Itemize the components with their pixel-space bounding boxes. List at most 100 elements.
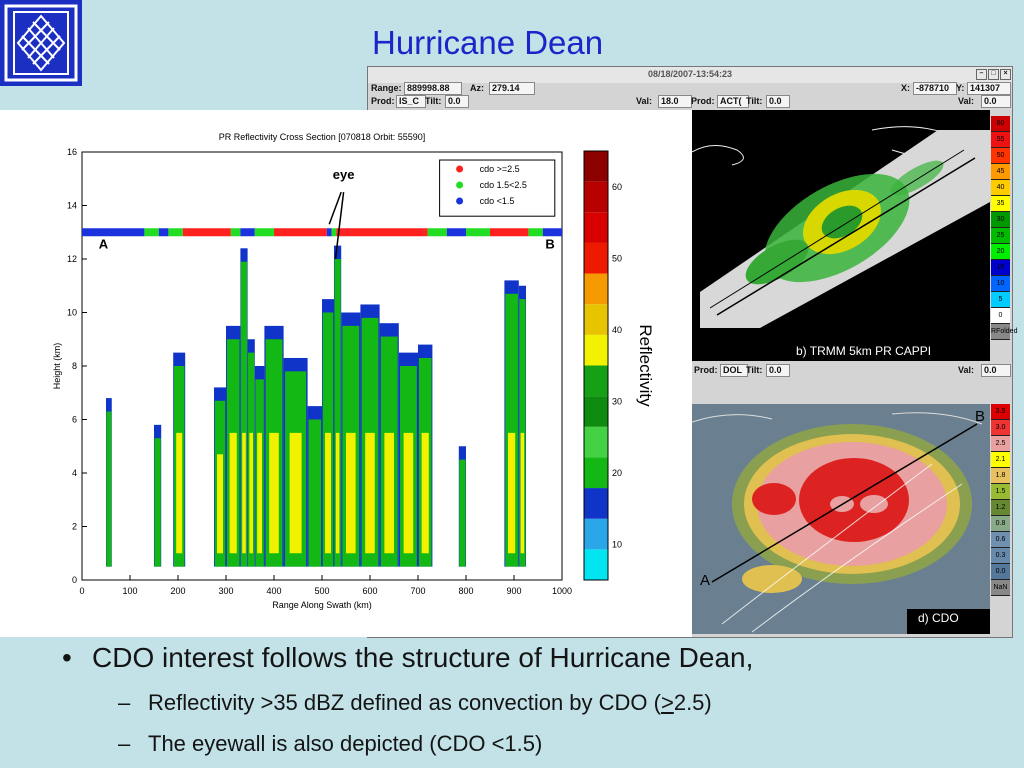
cdo-panel[interactable]: A B d) CDO [692, 404, 990, 634]
sub-bullet-marker: – [118, 731, 131, 756]
range-label: Range: [371, 83, 402, 93]
bullet-sub-2-text: The eyewall is also depicted (CDO <1.5) [148, 731, 543, 756]
colorbar-segment-9 [584, 273, 608, 305]
y-label: Y: [956, 83, 965, 93]
x-tick-label-7: 700 [410, 586, 425, 596]
echo-core-19 [508, 432, 516, 554]
x-tick-label-6: 600 [362, 586, 377, 596]
prod3-field[interactable]: DOL [720, 364, 748, 377]
colorbar-segment-1 [584, 518, 608, 550]
cdo-strip-segment-17 [542, 228, 562, 237]
x-tick-label-3: 300 [218, 586, 233, 596]
tilt2-label: Tilt: [746, 96, 763, 106]
line-end-a-label: A [700, 572, 711, 589]
x-field[interactable]: -878710 [913, 82, 957, 95]
cdo-scale-swatch-2: 2.5 [991, 436, 1010, 452]
val2-label: Val: [958, 96, 975, 106]
cappi-scale-swatch-13: RFolded [991, 324, 1017, 340]
ge-symbol: > [660, 690, 674, 715]
window-titlebar[interactable]: 08/18/2007-13:54:23 – □ × [368, 67, 1012, 83]
prod2-field[interactable]: ACT( [717, 95, 749, 108]
cappi-scale-swatch-12: 0 [991, 308, 1010, 324]
range-field[interactable]: 889998.88 [404, 82, 462, 95]
cdo-strip-segment-4 [182, 228, 231, 237]
cdo-strip-segment-1 [144, 228, 159, 237]
cdo-scale-swatch-10: 0.0 [991, 564, 1010, 580]
prod-field[interactable]: IS_C [396, 95, 426, 108]
cappi-scale-swatch-4: 40 [991, 180, 1010, 196]
x-tick-label-4: 400 [266, 586, 281, 596]
coordinate-row: Range: 889998.88 Az: 279.14 X: -878710 Y… [368, 81, 1012, 97]
window-title: 08/18/2007-13:54:23 [648, 69, 733, 79]
val2-field[interactable]: 0.0 [981, 95, 1011, 108]
cdo-scale-swatch-3: 2.1 [991, 452, 1010, 468]
tilt3-field[interactable]: 0.0 [766, 364, 790, 377]
x-tick-label-9: 900 [506, 586, 521, 596]
y-tick-label-8: 16 [67, 147, 77, 157]
cdo-strip-segment-14 [466, 228, 490, 237]
institution-logo-icon [0, 0, 82, 86]
product-row: Prod: IS_C Tilt: 0.0 Val: 18.0 Prod: ACT… [368, 94, 1012, 110]
y-tick-label-6: 12 [67, 254, 77, 264]
echo-core-9 [289, 432, 302, 554]
legend-marker-0 [456, 165, 464, 173]
cross-section-chart: 0 100 200 300 400 500 600 700 800 900 1000 0 2 4 6 8 10 1… [0, 110, 692, 637]
val3-field[interactable]: 0.0 [981, 364, 1011, 377]
legend-label-0: cdo >=2.5 [480, 164, 520, 174]
bullet-main: • CDO interest follows the structure of H… [62, 642, 753, 674]
bullet-sub-1-text-b: 2.5) [673, 690, 712, 715]
product-row-lower: Prod: DOL Tilt: 0.0 Val: 0.0 [368, 363, 1012, 379]
prod-label: Prod: [371, 96, 395, 106]
val-field[interactable]: 18.0 [658, 95, 692, 108]
cappi-scale-swatch-10: 10 [991, 276, 1010, 292]
y-tick-label-2: 4 [72, 468, 77, 478]
cdo-scale-swatch-7: 0.8 [991, 516, 1010, 532]
cdo-strip-segment-16 [528, 228, 543, 237]
eye-label: eye [333, 167, 355, 182]
x-tick-label-10: 1000 [552, 586, 572, 596]
az-field[interactable]: 279.14 [489, 82, 535, 95]
cappi-scale-swatch-7: 25 [991, 228, 1010, 244]
tilt2-field[interactable]: 0.0 [766, 95, 790, 108]
echo-column-12 [334, 259, 341, 567]
y-field[interactable]: 141307 [967, 82, 1011, 95]
echo-core-5 [242, 432, 246, 554]
colorbar-segment-2 [584, 488, 608, 519]
y-tick-label-3: 6 [72, 415, 77, 425]
x-tick-label-8: 800 [458, 586, 473, 596]
minimize-button[interactable]: – [976, 69, 987, 80]
point-b-label: B [545, 236, 554, 251]
cappi-scale-swatch-0: 60 [991, 116, 1010, 132]
cappi-scale-swatch-8: 20 [991, 244, 1010, 260]
cdo-strip-segment-13 [446, 228, 466, 237]
echo-column-1 [154, 438, 161, 567]
prod2-label: Prod: [691, 96, 715, 106]
chart-title: PR Reflectivity Cross Section [070818 Or… [219, 132, 426, 142]
cdo-strip-segment-15 [490, 228, 529, 237]
colorbar-segment-0 [584, 549, 608, 580]
close-button[interactable]: × [1000, 69, 1011, 80]
cdo-strip-segment-3 [168, 228, 183, 237]
legend-marker-2 [456, 197, 464, 205]
cdo-scale-swatch-1: 3.0 [991, 420, 1010, 436]
val3-label: Val: [958, 365, 975, 375]
bullet-main-text: CDO interest follows the structure of Hu… [92, 642, 754, 673]
eye-arrow-1 [328, 191, 342, 225]
cdo-scale-swatch-11: NaN [991, 580, 1010, 596]
cappi-scale-swatch-5: 35 [991, 196, 1010, 212]
cdo-color-scale: 3.5 3.0 2.5 2.1 1.8 1.5 1.2 0.8 0.6 0.3 0.0 NaN [991, 404, 1010, 596]
maximize-button[interactable]: □ [988, 69, 999, 80]
cappi-scale-swatch-3: 45 [991, 164, 1010, 180]
cdo-strip-segment-5 [230, 228, 241, 237]
trmm-cappi-panel[interactable]: b) TRMM 5km PR CAPPI [692, 110, 990, 361]
bullet-sub-1: – Reflectivity >35 dBZ defined as convect… [118, 690, 712, 716]
cappi-scale-swatch-9: 15 [991, 260, 1010, 276]
cappi-scale-swatch-1: 55 [991, 132, 1010, 148]
cdo-strip-segment-8 [274, 228, 327, 237]
tilt-field[interactable]: 0.0 [445, 95, 469, 108]
echo-core-2 [176, 432, 183, 554]
y-tick-label-0: 0 [72, 575, 77, 585]
colorbar-segment-10 [584, 242, 608, 274]
colorbar-segment-12 [584, 181, 608, 213]
colorbar-segment-5 [584, 396, 608, 427]
